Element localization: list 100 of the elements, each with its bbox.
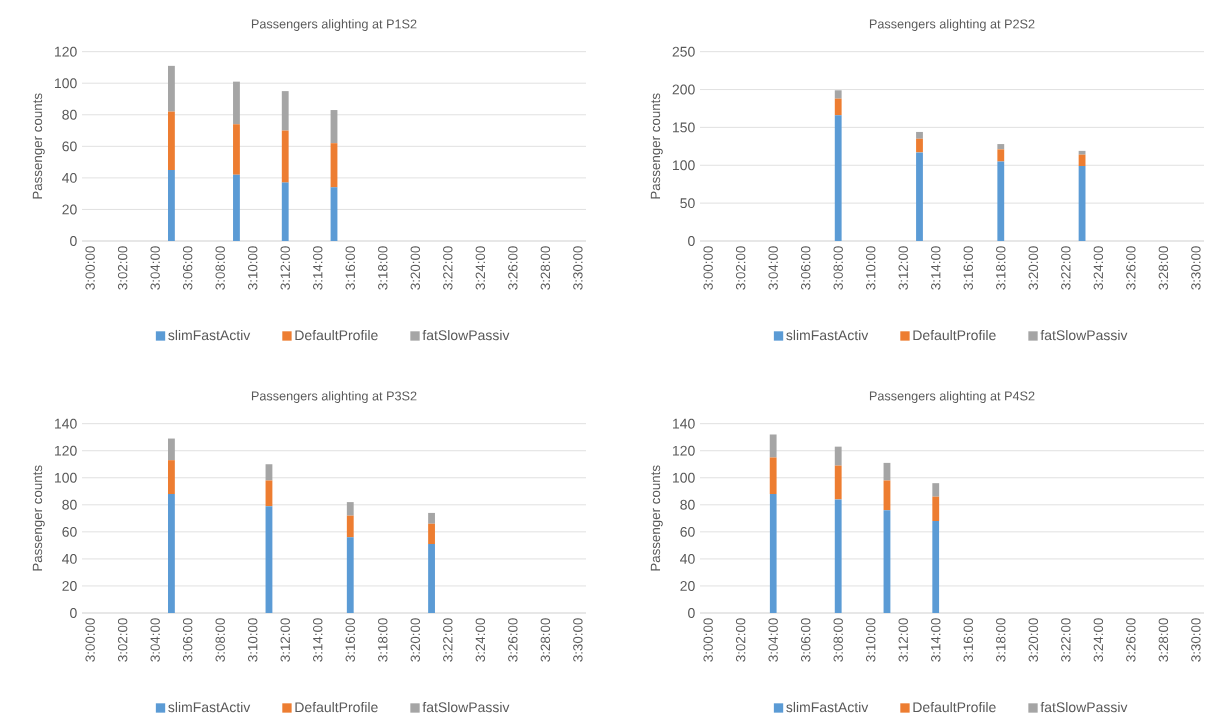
legend-label: fatSlowPassiv [1040, 701, 1128, 713]
legend-label: fatSlowPassiv [1040, 329, 1128, 341]
legend-label: DefaultProfile [913, 329, 996, 341]
y-tick-label: 50 [680, 198, 695, 209]
x-tick-label: 3:02:00 [117, 246, 128, 290]
x-tick-label: 3:12:00 [898, 246, 908, 290]
x-tick-label: 3:30:00 [573, 618, 583, 662]
bar [346, 537, 354, 613]
x-tick-label: 3:04:00 [768, 246, 778, 290]
x-tick-label: 3:08:00 [215, 618, 225, 662]
y-axis-title: Passenger counts [32, 93, 45, 199]
x-tick-label: 3:18:00 [996, 618, 1006, 662]
x-tick-label: 3:30:00 [1191, 246, 1201, 290]
x-tick-label: 3:22:00 [1061, 618, 1071, 662]
x-tick-label: 3:00:00 [703, 618, 713, 662]
bar [769, 457, 777, 494]
x-tick-label: 3:28:00 [1158, 246, 1169, 290]
bar [932, 483, 940, 497]
bar [834, 115, 842, 241]
x-tick-label: 3:18:00 [996, 246, 1006, 290]
y-tick-label: 20 [62, 581, 77, 591]
x-tick-label: 3:12:00 [280, 246, 290, 290]
x-tick-label: 3:20:00 [410, 246, 421, 290]
chart-title: Passengers alighting at P3S2 [251, 391, 417, 403]
x-tick-label: 3:24:00 [1093, 246, 1104, 290]
bar [346, 502, 354, 516]
x-tick-label: 3:12:00 [280, 618, 290, 662]
y-tick-label: 100 [55, 472, 77, 483]
y-tick-label: 0 [70, 236, 77, 246]
bar [346, 515, 354, 538]
bar [769, 493, 777, 613]
y-tick-label: 80 [680, 499, 695, 510]
legend-label: DefaultProfile [295, 701, 378, 713]
x-tick-label: 3:10:00 [248, 246, 258, 290]
y-tick-label: 100 [55, 78, 77, 89]
bar [168, 460, 175, 494]
x-tick-label: 3:30:00 [573, 246, 583, 290]
x-tick-label: 3:00:00 [703, 246, 713, 290]
y-tick-label: 20 [62, 204, 77, 215]
bar [233, 81, 240, 125]
bar [281, 182, 289, 241]
x-tick-label: 3:14:00 [313, 618, 323, 662]
x-tick-label: 3:28:00 [1158, 618, 1169, 662]
bar [834, 90, 842, 99]
y-tick-label: 120 [673, 445, 695, 456]
x-tick-label: 3:18:00 [378, 246, 388, 290]
bar [168, 65, 175, 112]
x-tick-label: 3:20:00 [1028, 618, 1039, 662]
y-tick-label: 40 [62, 172, 77, 183]
x-tick-label: 3:18:00 [378, 618, 388, 662]
bar [233, 124, 240, 175]
y-tick-label: 100 [673, 160, 695, 171]
y-tick-label: 20 [680, 581, 695, 591]
x-tick-label: 3:04:00 [150, 618, 160, 662]
x-tick-label: 3:06:00 [182, 246, 193, 290]
y-tick-label: 140 [673, 418, 695, 429]
x-tick-label: 3:02:00 [735, 246, 746, 290]
y-tick-label: 150 [673, 122, 695, 133]
legend-label: DefaultProfile [913, 701, 996, 713]
x-tick-label: 3:22:00 [1061, 246, 1071, 290]
y-tick-label: 0 [688, 236, 695, 246]
legend-label: DefaultProfile [295, 329, 378, 341]
y-axis-title: Passenger counts [650, 93, 663, 199]
bar [281, 91, 289, 131]
x-tick-label: 3:08:00 [833, 246, 843, 290]
legend-label: slimFastActiv [168, 701, 251, 713]
bar [932, 521, 940, 613]
x-tick-label: 3:08:00 [833, 618, 843, 662]
legend-label: fatSlowPassiv [422, 701, 510, 713]
bar [428, 512, 435, 524]
x-tick-label: 3:24:00 [1093, 618, 1104, 662]
x-tick-label: 3:28:00 [540, 246, 551, 290]
y-tick-label: 120 [55, 445, 77, 456]
bar [168, 438, 175, 461]
bar [997, 161, 1005, 241]
bar [916, 131, 923, 139]
bar [168, 170, 175, 241]
y-tick-label: 60 [680, 526, 695, 537]
x-tick-label: 3:20:00 [1028, 246, 1039, 290]
y-tick-label: 40 [62, 553, 77, 564]
x-tick-label: 3:16:00 [345, 246, 355, 290]
x-tick-label: 3:20:00 [410, 618, 421, 662]
y-tick-label: 60 [62, 141, 77, 152]
y-tick-label: 0 [70, 608, 77, 618]
bar [997, 149, 1005, 162]
bar [932, 496, 940, 522]
legend-label: slimFastActiv [786, 701, 869, 713]
y-tick-label: 250 [672, 46, 695, 57]
x-tick-label: 3:08:00 [215, 246, 225, 290]
bar [1078, 150, 1086, 155]
bar [916, 138, 923, 153]
x-tick-label: 3:06:00 [800, 618, 811, 662]
x-tick-label: 3:00:00 [85, 618, 95, 662]
x-tick-label: 3:16:00 [963, 246, 973, 290]
x-tick-label: 3:22:00 [443, 246, 453, 290]
x-tick-label: 3:10:00 [248, 618, 258, 662]
y-tick-label: 120 [55, 46, 77, 57]
bar [834, 446, 842, 466]
bar [769, 434, 777, 458]
chart-title: Passengers alighting at P2S2 [869, 19, 1035, 31]
